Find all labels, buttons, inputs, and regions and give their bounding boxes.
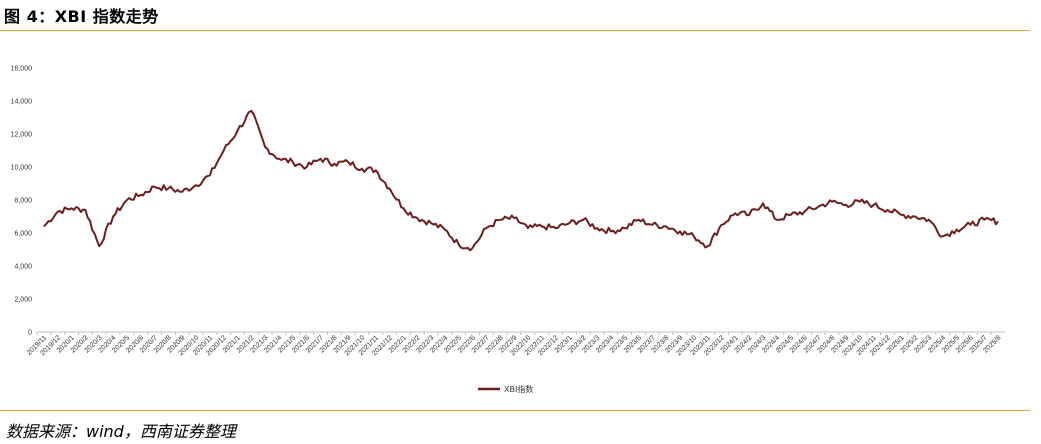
- y-tick-label: 8,000: [14, 198, 32, 205]
- top-rule: [0, 30, 1030, 31]
- legend-label: XBI指数: [504, 384, 533, 394]
- y-tick-label: 0: [28, 330, 32, 337]
- series-line-xbi: [43, 109, 999, 252]
- y-tick-label: 16,000: [11, 66, 33, 73]
- bottom-rule: [0, 410, 1030, 411]
- y-tick-label: 2,000: [14, 297, 32, 304]
- plot-area: [43, 109, 999, 252]
- xbi-line-chart: 0 2,000 4,000 6,000 8,000 10,000 12,000 14,000 1…: [11, 66, 1005, 394]
- y-tick-label: 12,000: [11, 132, 33, 139]
- y-tick-label: 6,000: [14, 231, 32, 238]
- x-axis: 2019/112019/122020/12020/22020/32020/420…: [26, 332, 1003, 357]
- figure-title: 图 4：XBI 指数走势: [4, 7, 159, 26]
- legend: XBI指数: [478, 384, 533, 394]
- y-tick-label: 14,000: [11, 99, 33, 106]
- y-tick-label: 10,000: [11, 165, 33, 172]
- y-tick-label: 4,000: [14, 264, 32, 271]
- source-note: 数据来源：wind，西南证券整理: [6, 422, 236, 441]
